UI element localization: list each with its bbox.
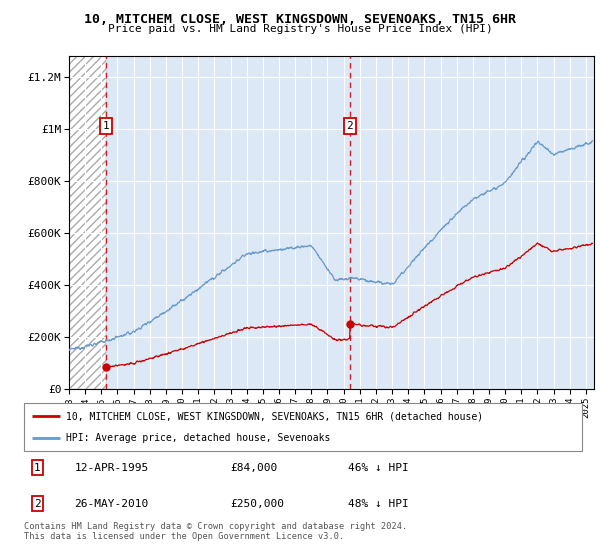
Text: Contains HM Land Registry data © Crown copyright and database right 2024.
This d: Contains HM Land Registry data © Crown c… <box>24 522 407 542</box>
Text: 10, MITCHEM CLOSE, WEST KINGSDOWN, SEVENOAKS, TN15 6HR (detached house): 10, MITCHEM CLOSE, WEST KINGSDOWN, SEVEN… <box>66 411 483 421</box>
Text: 1: 1 <box>103 121 109 131</box>
Text: 1: 1 <box>34 463 41 473</box>
Bar <box>69 56 106 389</box>
Text: HPI: Average price, detached house, Sevenoaks: HPI: Average price, detached house, Seve… <box>66 433 330 443</box>
Text: 46% ↓ HPI: 46% ↓ HPI <box>347 463 409 473</box>
Text: 2: 2 <box>347 121 353 131</box>
FancyBboxPatch shape <box>24 403 582 451</box>
Text: 12-APR-1995: 12-APR-1995 <box>74 463 148 473</box>
Text: Price paid vs. HM Land Registry's House Price Index (HPI): Price paid vs. HM Land Registry's House … <box>107 24 493 34</box>
Text: £84,000: £84,000 <box>230 463 278 473</box>
Text: 26-MAY-2010: 26-MAY-2010 <box>74 499 148 509</box>
Text: 2: 2 <box>34 499 41 509</box>
Text: 48% ↓ HPI: 48% ↓ HPI <box>347 499 409 509</box>
Text: £250,000: £250,000 <box>230 499 284 509</box>
Text: 10, MITCHEM CLOSE, WEST KINGSDOWN, SEVENOAKS, TN15 6HR: 10, MITCHEM CLOSE, WEST KINGSDOWN, SEVEN… <box>84 13 516 26</box>
